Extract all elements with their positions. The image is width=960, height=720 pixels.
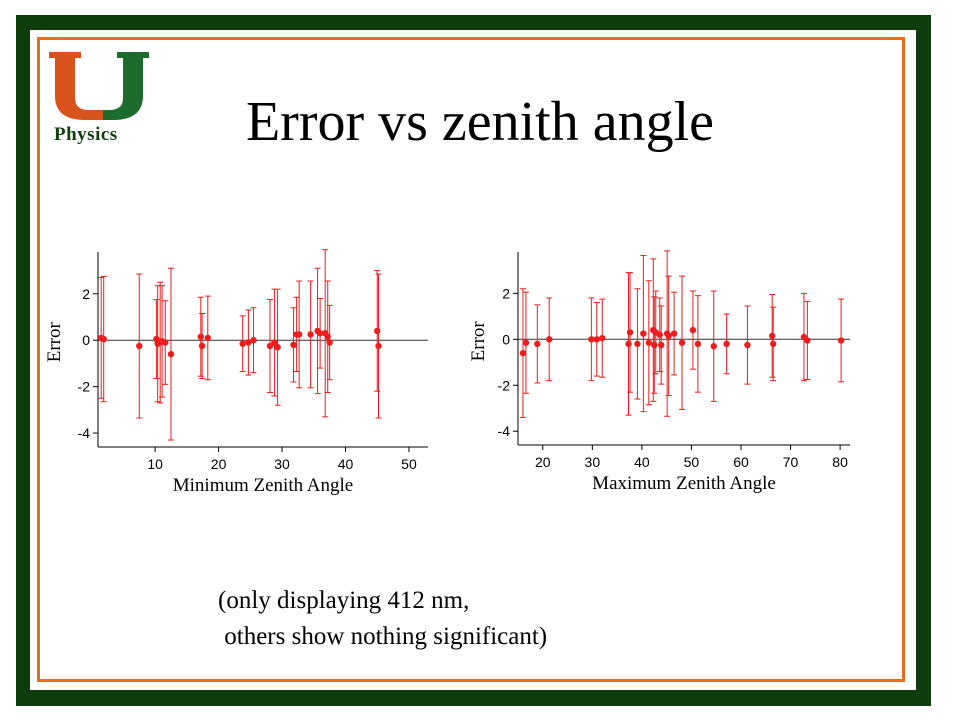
data-point [326,339,333,346]
data-point [374,327,381,335]
caption: (only displaying 412 nm, others show not… [218,583,547,655]
y-tick-label: 0 [502,331,510,347]
data-point [245,339,252,346]
y-tick-label: 2 [502,285,510,301]
data-point [295,331,303,338]
logo-orange-half [49,52,103,120]
data-point [316,330,324,337]
slide-content-frame [37,37,905,682]
data-point [546,336,553,343]
data-point [634,340,641,348]
x-axis-title: Minimum Zenith Angle [173,475,354,496]
y-axis-title: Error [468,321,489,362]
caption-line-2: others show nothing significant) [218,623,548,650]
x-tick-label: 70 [783,454,799,470]
x-tick-label: 30 [585,454,601,470]
x-axis-title: Maximum Zenith Angle [592,473,776,494]
data-point [744,341,751,349]
data-point [804,337,811,344]
data-point [290,341,297,349]
x-tick-label: 60 [733,454,749,470]
slide-title: Error vs zenith angle [0,90,960,154]
data-point [136,342,143,350]
data-point [198,342,206,350]
x-tick-label: 40 [338,456,354,472]
x-tick-label: 50 [401,456,417,472]
data-point [307,331,314,338]
data-point [522,339,530,346]
x-tick-label: 20 [535,454,551,470]
data-point [645,339,653,346]
data-point [625,340,632,348]
slide-title-text: Error vs zenith angle [245,91,715,153]
data-point [375,342,382,350]
data-point [689,326,697,334]
data-point [100,335,107,343]
x-tick-label: 30 [274,456,290,472]
data-point [658,341,665,349]
x-tick-label: 80 [832,454,848,470]
data-point [271,339,278,346]
data-point [204,334,211,342]
data-point [167,350,175,358]
data-point [769,332,776,340]
y-axis-title: Error [44,322,65,363]
x-tick-label: 50 [684,454,700,470]
data-point [670,330,678,337]
x-tick-label: 20 [211,456,227,472]
data-point [239,340,246,347]
y-tick-label: -4 [78,425,91,441]
data-point [710,343,717,350]
data-point [197,333,205,340]
x-tick-label: 40 [634,454,650,470]
data-point [723,340,730,348]
data-point [678,339,686,346]
data-point [274,343,281,351]
data-point [656,331,663,338]
y-tick-label: 2 [82,286,90,302]
data-point [266,342,274,350]
caption-line-1: (only displaying 412 nm, [218,587,470,614]
logo-physics-label: Physics [54,124,118,145]
data-point [769,340,777,348]
data-point [626,329,634,336]
university-u-logo [49,52,149,120]
data-point [534,340,541,348]
data-point [162,339,169,346]
data-point [599,334,606,342]
data-point [651,341,658,349]
y-tick-label: -2 [498,377,511,393]
data-point [593,336,600,343]
data-point [519,349,527,357]
data-point [837,337,845,344]
logo-green-half [103,52,149,120]
y-tick-label: -2 [78,379,91,395]
data-point [665,332,672,340]
data-point [250,337,257,344]
data-point [694,340,702,348]
data-point [640,330,647,337]
y-tick-label: -4 [498,423,511,439]
y-tick-label: 0 [82,332,90,348]
x-tick-label: 10 [147,456,163,472]
data-point [588,336,595,343]
